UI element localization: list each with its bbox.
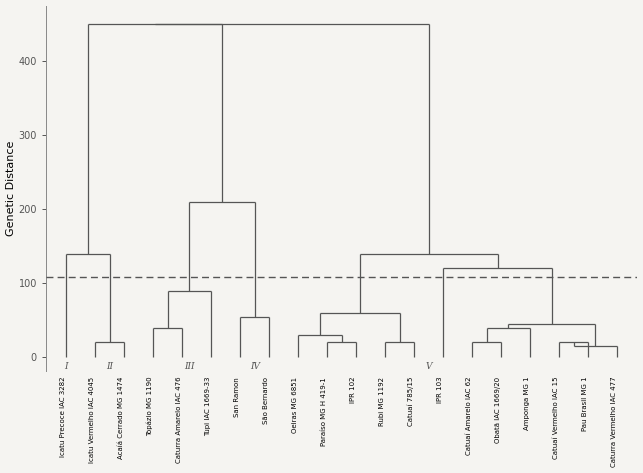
Y-axis label: Genetic Distance: Genetic Distance <box>6 140 15 236</box>
Text: II: II <box>106 362 113 371</box>
Text: V: V <box>426 362 432 371</box>
Text: IV: IV <box>249 362 260 371</box>
Text: III: III <box>184 362 195 371</box>
Text: I: I <box>64 362 68 371</box>
